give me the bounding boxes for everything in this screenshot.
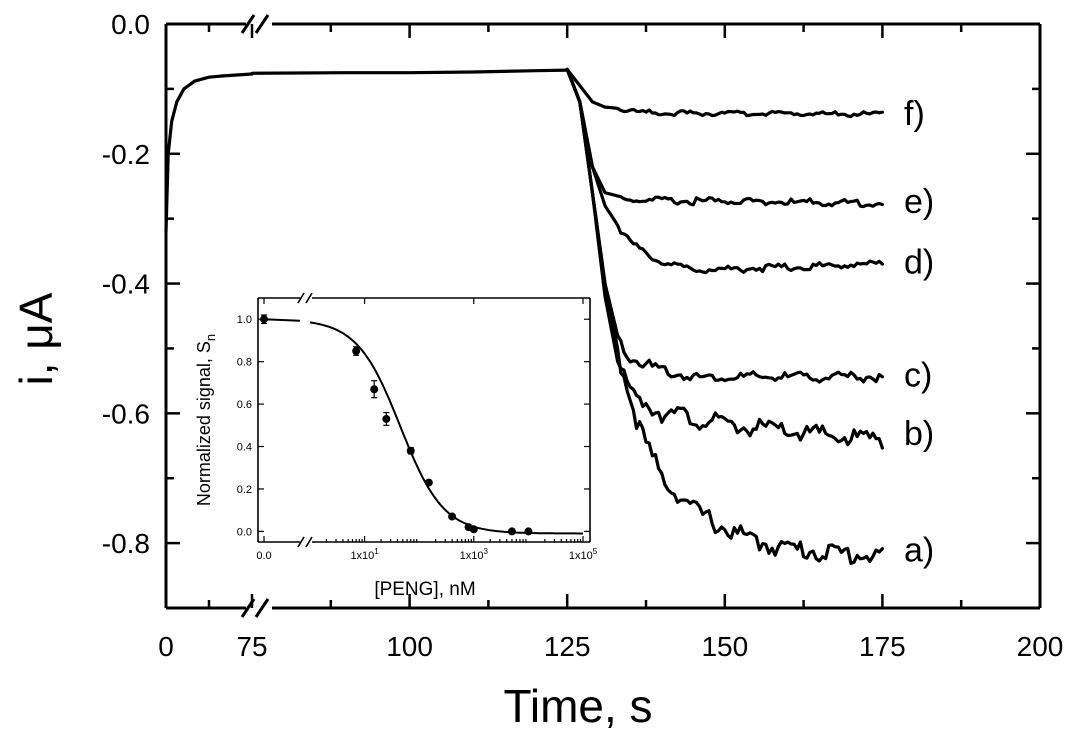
inset-y-tick-label: 1.0 xyxy=(237,314,252,326)
x-tick-label: 150 xyxy=(701,631,748,662)
inset-x-axis-label: [PENG], nM xyxy=(374,579,475,600)
inset-y-tick-label: 0.6 xyxy=(237,399,252,411)
data-marker xyxy=(260,315,268,323)
axis-break-mark xyxy=(256,599,268,617)
data-marker xyxy=(524,527,532,535)
inset-y-tick-label: 0.8 xyxy=(237,357,252,369)
inset-x-tick-exponent: 5 xyxy=(593,547,598,556)
x-tick-label: 175 xyxy=(859,631,906,662)
series-label-b: b) xyxy=(904,415,934,453)
inset-data-point xyxy=(524,527,532,535)
baseline-current-trace xyxy=(166,70,567,232)
y-tick-label: -0.2 xyxy=(102,139,150,170)
inset-background xyxy=(258,298,590,542)
inset-data-point xyxy=(508,527,516,535)
data-marker xyxy=(407,447,415,455)
series-trace-f xyxy=(567,69,882,116)
series-label-d: d) xyxy=(904,243,934,281)
y-tick-label: -0.6 xyxy=(102,398,150,429)
inset-data-point xyxy=(470,525,478,533)
series-trace-b xyxy=(567,69,882,448)
data-marker xyxy=(508,527,516,535)
series-trace-e xyxy=(567,69,882,206)
data-marker xyxy=(370,385,378,393)
x-tick-label: 75 xyxy=(236,631,267,662)
inset-x-tick-label: 0.0 xyxy=(256,550,271,562)
data-marker xyxy=(470,525,478,533)
data-marker xyxy=(352,347,360,355)
x-tick-label: 0 xyxy=(158,631,174,662)
inset-x-tick-label: 1x103 xyxy=(460,547,489,562)
data-marker xyxy=(382,415,390,423)
x-tick-label: 100 xyxy=(386,631,433,662)
x-tick-label: 200 xyxy=(1017,631,1064,662)
inset-y-tick-label: 0.0 xyxy=(237,526,252,538)
series-trace-d xyxy=(567,69,882,272)
data-marker xyxy=(425,479,433,487)
series-labels: a) b) c) d) e) f) xyxy=(904,95,934,570)
inset-x-tick-exponent: 3 xyxy=(484,547,489,556)
axis-break-mark xyxy=(256,15,268,33)
inset-x-tick-exponent: 1 xyxy=(374,547,379,556)
inset-x-tick-label: 1x105 xyxy=(569,547,598,562)
y-axis-label: i, μA xyxy=(10,292,62,385)
y-tick-label: -0.8 xyxy=(102,528,150,559)
series-label-f: f) xyxy=(904,95,925,133)
inset-y-axis-label: Normalized signal, Sn xyxy=(194,334,218,506)
inset-data-point xyxy=(425,479,433,487)
inset-y-axis-label-main: Normalized signal, S xyxy=(194,341,214,506)
inset-y-tick-label: 0.4 xyxy=(237,442,252,454)
y-tick-label: -0.4 xyxy=(102,269,150,300)
series-label-e: e) xyxy=(904,183,934,221)
inset-y-axis-label-subscript: n xyxy=(203,334,218,341)
series-label-c: c) xyxy=(904,356,932,394)
inset-y-tick-label: 0.2 xyxy=(237,484,252,496)
series-label-a: a) xyxy=(904,532,934,570)
inset-data-point xyxy=(448,513,456,521)
inset-chart: 0.0 0.2 0.4 0.6 0.8 1.0 0.0 1x101 1x103 1x105 [PE… xyxy=(194,293,598,600)
x-axis-label: Time, s xyxy=(503,680,652,732)
inset-x-tick-label: 1x101 xyxy=(350,547,379,562)
y-tick-label: 0.0 xyxy=(111,9,150,40)
x-tick-label: 125 xyxy=(544,631,591,662)
data-marker xyxy=(448,513,456,521)
inset-data-point xyxy=(407,447,415,455)
